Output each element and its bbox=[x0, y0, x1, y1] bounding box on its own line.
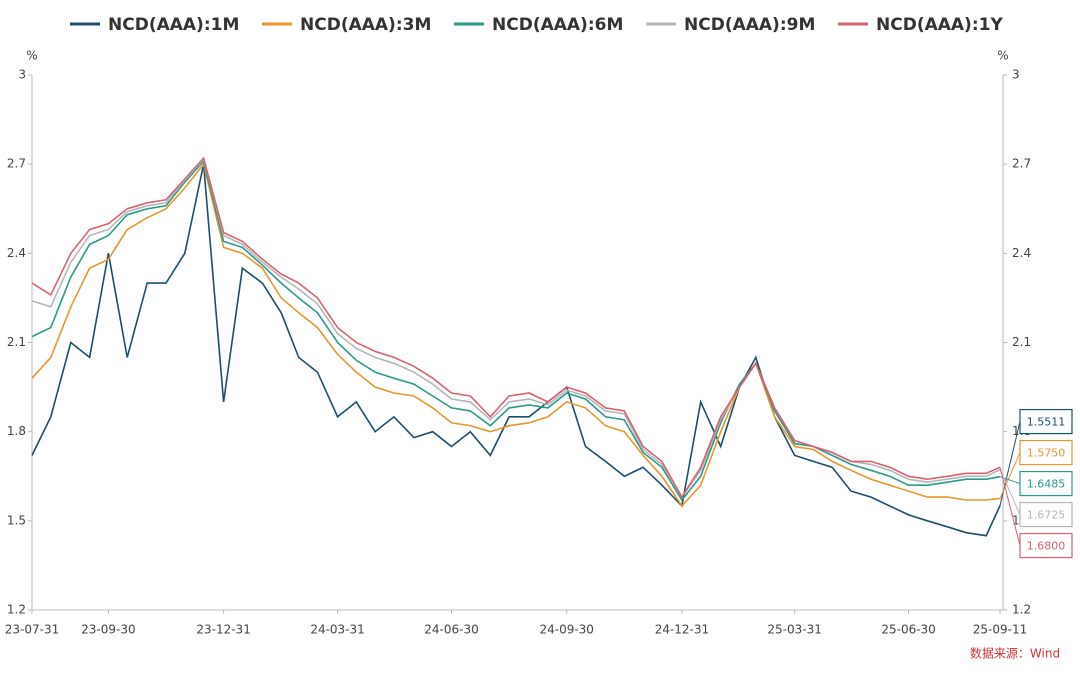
legend-label: NCD(AAA):9M bbox=[684, 15, 815, 35]
legend-label: NCD(AAA):6M bbox=[492, 15, 623, 35]
x-tick-label: 23-07-31 bbox=[5, 623, 59, 637]
y-unit: % bbox=[26, 49, 37, 63]
x-tick-label: 24-12-31 bbox=[655, 623, 709, 637]
y2-unit: % bbox=[997, 49, 1008, 63]
y-tick-label: 1.2 bbox=[7, 603, 26, 617]
value-badge bbox=[1019, 439, 1073, 466]
badge-leader bbox=[999, 467, 1021, 546]
x-tick-label: 25-06-30 bbox=[881, 623, 935, 637]
badge-leader bbox=[999, 452, 1021, 499]
series-line bbox=[31, 156, 1001, 499]
value-badge bbox=[1019, 408, 1073, 435]
legend-label: NCD(AAA):1Y bbox=[876, 15, 1003, 35]
y-tick-label: 2.7 bbox=[7, 157, 26, 171]
series-line bbox=[31, 164, 1001, 537]
y-tick-label: 2.4 bbox=[7, 246, 26, 260]
x-tick-label: 24-09-30 bbox=[539, 623, 593, 637]
y-tick-label: 1.8 bbox=[7, 424, 26, 438]
x-tick-label: 25-09-11 bbox=[973, 623, 1027, 637]
source: 数据来源：Wind bbox=[970, 646, 1060, 661]
value-badge bbox=[1019, 470, 1073, 497]
y2-tick-label: 2.4 bbox=[1012, 246, 1031, 260]
x-tick-label: 23-09-30 bbox=[81, 623, 135, 637]
y2-tick-label: 2.7 bbox=[1012, 157, 1031, 171]
x-tick-label: 24-03-31 bbox=[310, 623, 364, 637]
badge-leader bbox=[999, 469, 1021, 515]
y2-tick-label: 1.2 bbox=[1012, 603, 1031, 617]
value-badge bbox=[1019, 532, 1073, 559]
value-label: 1.6725 bbox=[1027, 509, 1066, 522]
y2-tick-label: 2.1 bbox=[1012, 335, 1031, 349]
series-line bbox=[31, 156, 1001, 499]
y-tick-label: 2.1 bbox=[7, 335, 26, 349]
legend-label: NCD(AAA):3M bbox=[300, 15, 431, 35]
value-label: 1.6485 bbox=[1027, 478, 1066, 491]
x-tick-label: 25-03-31 bbox=[767, 623, 821, 637]
y-tick-label: 3 bbox=[18, 68, 26, 82]
y-tick-label: 1.5 bbox=[7, 513, 26, 527]
legend-label: NCD(AAA):1M bbox=[108, 15, 239, 35]
series-line bbox=[31, 159, 1001, 502]
x-tick-label: 23-12-31 bbox=[196, 623, 250, 637]
x-tick-label: 24-06-30 bbox=[424, 623, 478, 637]
value-badge bbox=[1019, 501, 1073, 528]
value-label: 1.5511 bbox=[1027, 416, 1066, 429]
value-label: 1.5750 bbox=[1027, 447, 1066, 460]
series-line bbox=[31, 162, 1001, 508]
value-label: 1.6800 bbox=[1027, 540, 1066, 553]
y2-tick-label: 3 bbox=[1012, 68, 1020, 82]
